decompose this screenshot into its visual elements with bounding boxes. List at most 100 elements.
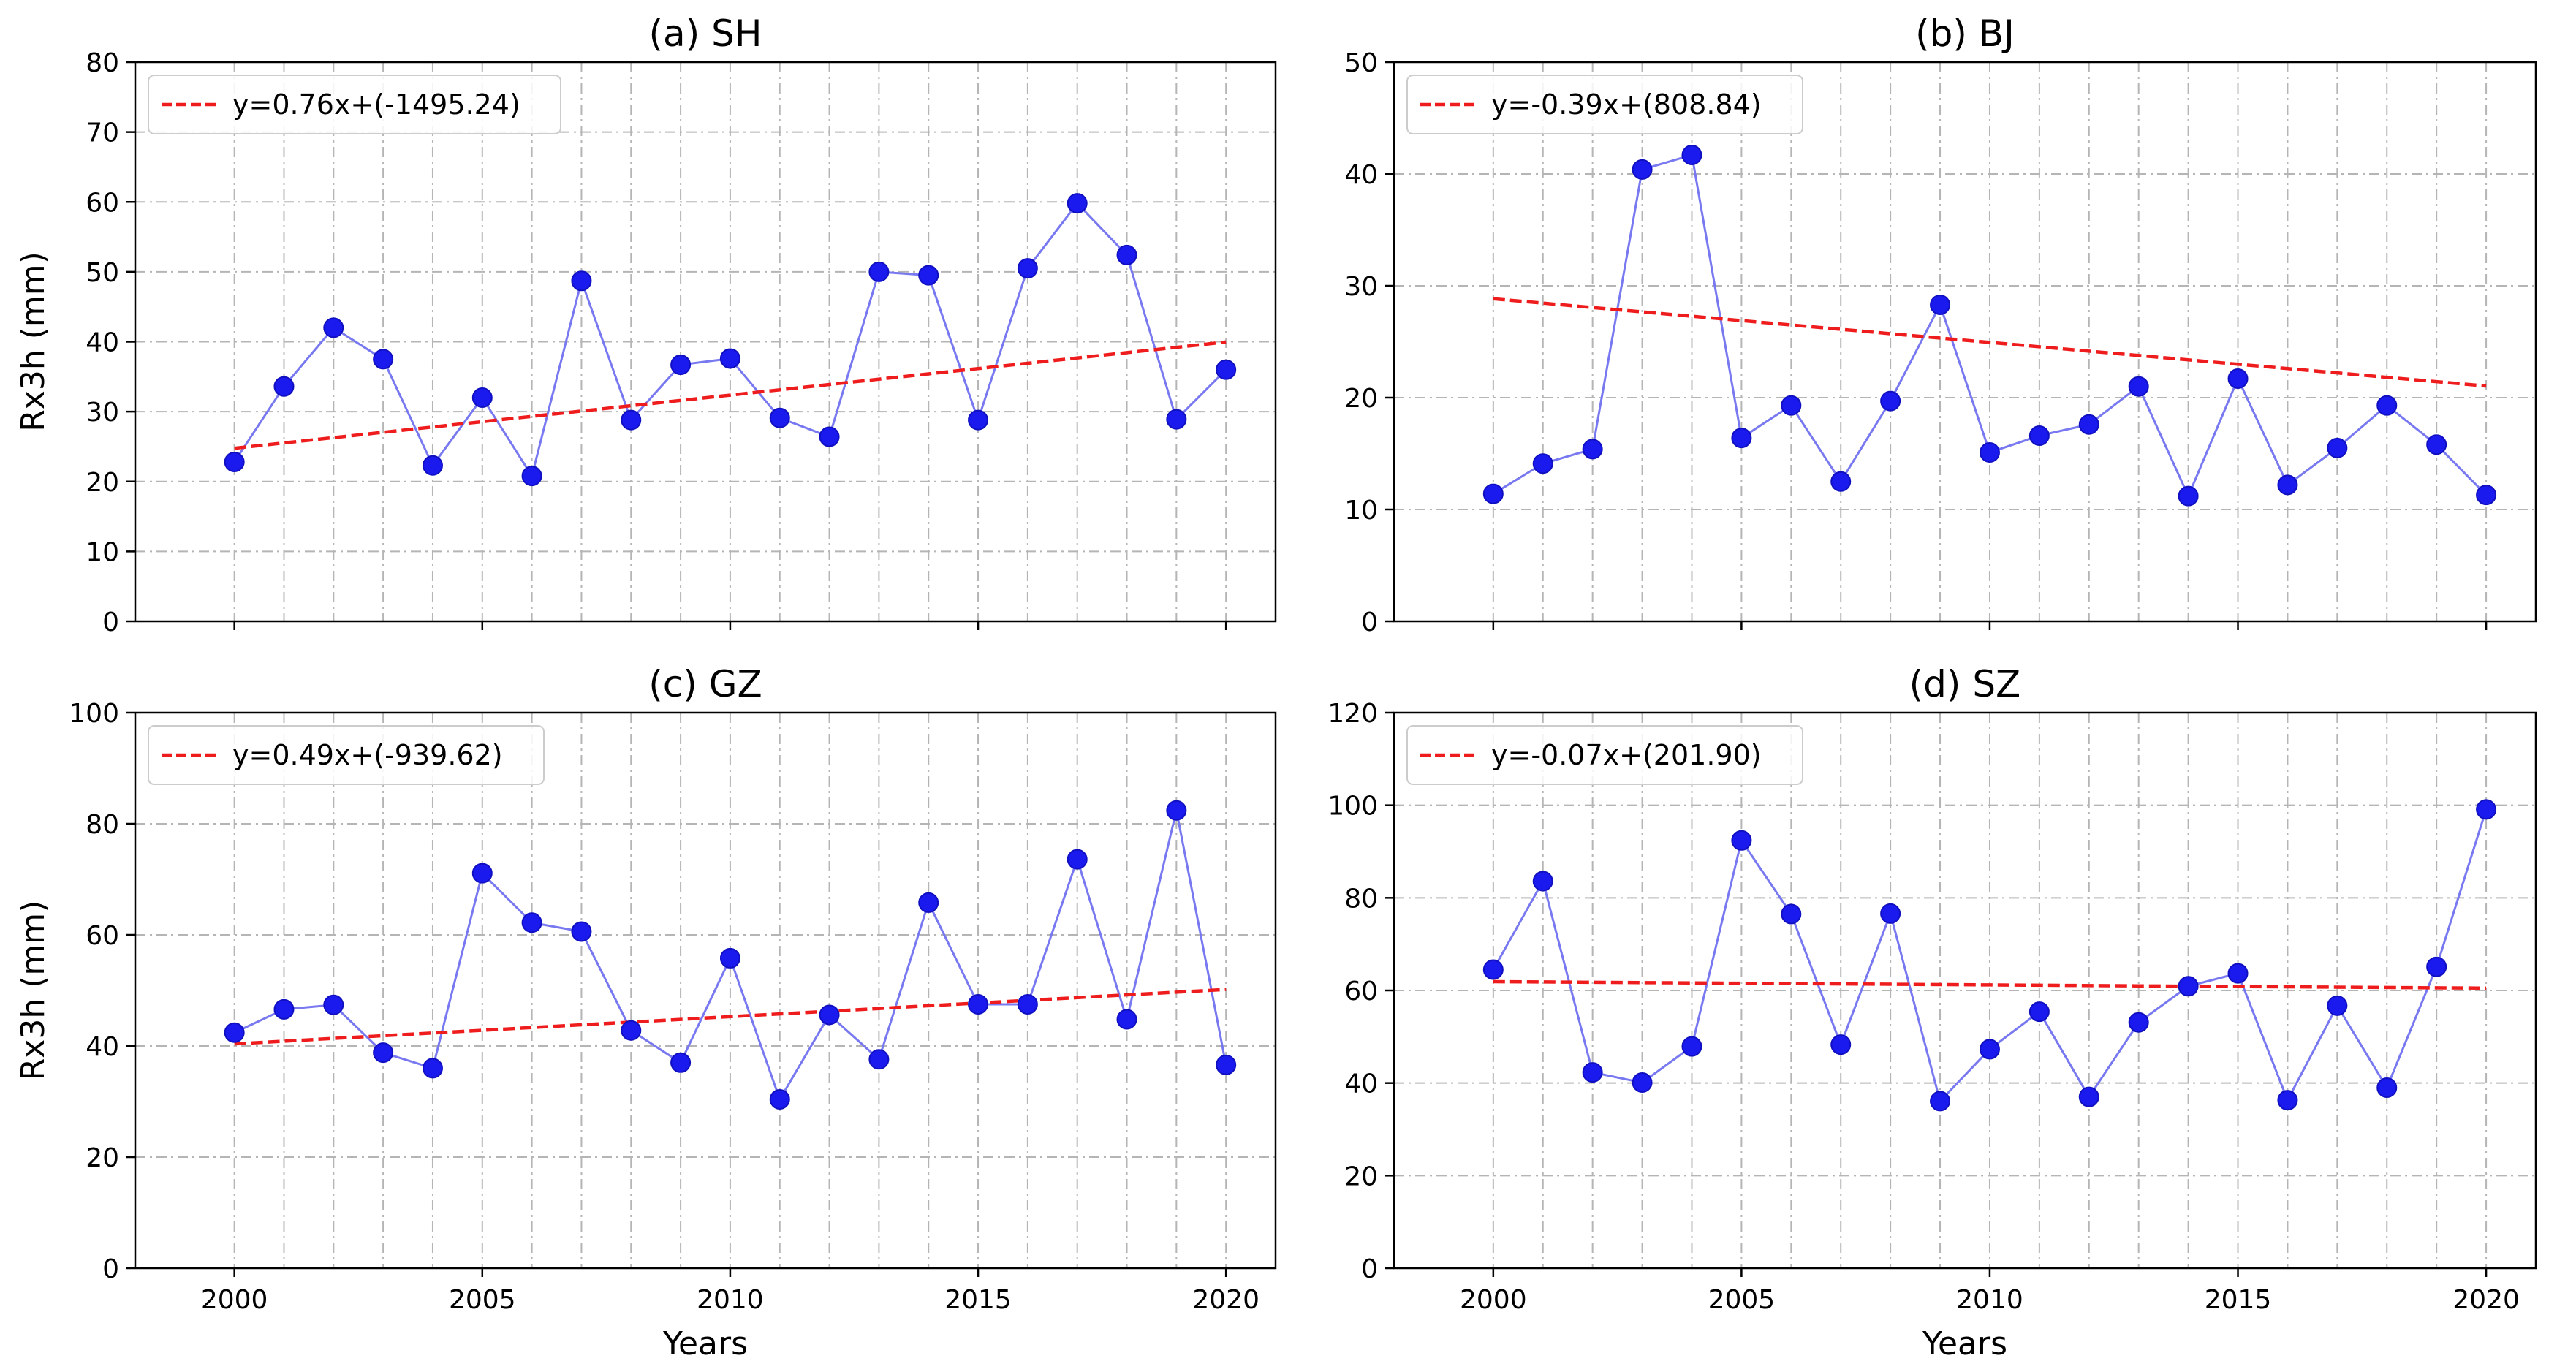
data-point [1632, 159, 1653, 180]
y-tick-label: 70 [86, 118, 119, 148]
y-tick-label: 30 [1344, 272, 1378, 302]
data-point [571, 921, 592, 942]
y-tick-label: 10 [1344, 496, 1378, 526]
data-point [1166, 800, 1187, 821]
data-point [2426, 434, 2447, 455]
data-point [1166, 409, 1187, 430]
legend-label: y=-0.07x+(201.90) [1491, 739, 1762, 771]
data-point [1830, 1034, 1852, 1055]
legend-box [148, 75, 561, 134]
legend-box [148, 725, 545, 785]
data-point [819, 426, 840, 447]
data-point [621, 1020, 642, 1041]
data-point [2028, 425, 2050, 447]
axes-frame [1393, 61, 2537, 623]
y-tick-label: 30 [86, 398, 119, 428]
data-point [1017, 994, 1038, 1015]
data-point [2376, 395, 2398, 416]
data-point [224, 1022, 245, 1043]
y-tick-label: 40 [86, 328, 119, 358]
panel-title: (a) SH [649, 12, 762, 55]
data-point [670, 1052, 692, 1073]
data-point [1979, 441, 2000, 463]
y-axis-label: Rx3h (mm) [15, 251, 52, 432]
data-point [918, 892, 939, 913]
y-tick-label: 40 [86, 1032, 119, 1062]
data-point [1067, 193, 1088, 214]
data-point [2178, 485, 2199, 507]
data-point [2078, 1086, 2099, 1107]
y-tick-label: 50 [86, 258, 119, 288]
data-point [769, 1088, 790, 1110]
data-point [1880, 390, 1901, 412]
data-point [373, 349, 394, 370]
data-point [2376, 1077, 2398, 1098]
data-point [323, 317, 344, 338]
data-point [1116, 1009, 1137, 1030]
legend-box [1406, 75, 1803, 134]
data-point [868, 261, 890, 282]
data-point [1731, 428, 1752, 449]
data-point [224, 451, 245, 472]
data-point [1930, 1091, 1951, 1112]
panel-4: 0 20 40 60 80 100 120 2000 2005 2010 2015 2020 (d) S… [1327, 663, 2537, 1362]
y-tick-label: 40 [1344, 1069, 1378, 1099]
x-tick-label: 2020 [1192, 1285, 1259, 1315]
data-point [1731, 830, 1752, 851]
data-point [373, 1042, 394, 1064]
data-point [1532, 871, 1553, 892]
trend-line [1493, 979, 2487, 990]
legend-label: y=0.49x+(-939.62) [232, 739, 503, 771]
y-tick-label: 0 [1361, 1254, 1378, 1284]
y-tick-label: 60 [86, 921, 119, 951]
y-tick-label: 10 [86, 537, 119, 567]
trend-line [234, 988, 1227, 1046]
x-tick-label: 2000 [201, 1285, 268, 1315]
y-tick-label: 60 [1344, 977, 1378, 1007]
x-axis-label: Years [662, 1325, 748, 1362]
data-point [571, 270, 592, 292]
data-point [1216, 1054, 1237, 1075]
data-point [1781, 395, 1802, 416]
data-point [1017, 258, 1038, 279]
data-point [1632, 1072, 1653, 1094]
x-tick-label: 2005 [449, 1285, 516, 1315]
x-tick-label: 2010 [1956, 1285, 2023, 1315]
data-point [323, 994, 344, 1015]
data-point [2028, 1001, 2050, 1023]
y-tick-label: 20 [86, 468, 119, 498]
y-tick-label: 0 [102, 1254, 119, 1284]
data-point [1781, 903, 1802, 925]
data-point [422, 455, 443, 476]
x-axis-label: Years [1922, 1325, 2007, 1362]
data-point [719, 348, 740, 369]
y-tick-label: 60 [86, 188, 119, 218]
data-point [1482, 959, 1504, 980]
data-point [2128, 376, 2149, 397]
data-point [2277, 474, 2298, 496]
data-point [2476, 485, 2497, 506]
data-point [422, 1058, 443, 1079]
data-point [2327, 995, 2348, 1016]
data-point [1116, 244, 1137, 265]
data-point [1979, 1039, 2000, 1060]
y-tick-label: 100 [1327, 792, 1378, 822]
data-point [1532, 453, 1553, 474]
data-point [1830, 471, 1852, 492]
data-point [1482, 483, 1504, 504]
data-point [1582, 1062, 1603, 1083]
data-point [2476, 799, 2497, 820]
y-tick-label: 50 [1344, 48, 1378, 78]
trend-line [234, 340, 1227, 450]
panel-title: (c) GZ [648, 663, 762, 705]
data-point [1216, 359, 1237, 380]
panel-3: 0 20 40 60 80 100 2000 2005 2010 2015 2020 (c) GZ Rx… [15, 663, 1277, 1362]
data-point [968, 409, 989, 431]
legend-box [1406, 725, 1803, 785]
panel-1: 0 10 20 30 40 50 60 70 80 (a) SH Rx3h (mm) y=0.76x+… [15, 12, 1277, 637]
data-point [1681, 1036, 1702, 1057]
data-point [968, 994, 989, 1015]
x-tick-label: 2015 [2205, 1285, 2272, 1315]
data-point [2426, 956, 2447, 977]
data-point [471, 863, 493, 884]
